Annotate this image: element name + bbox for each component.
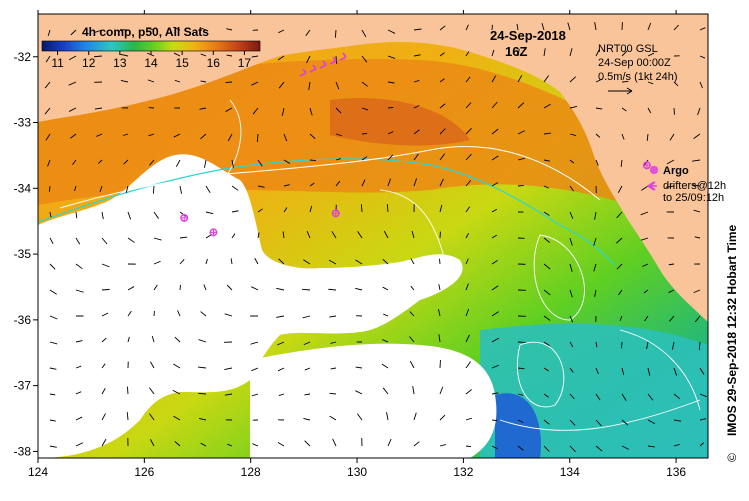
argo-legend-line1: drifters@12h — [663, 180, 726, 192]
current-product-name: NRT00 GSL — [598, 43, 658, 55]
colorbar-tick-label: 12 — [82, 56, 96, 70]
colorbar-gradient — [42, 41, 260, 51]
current-vector — [310, 160, 316, 161]
colorbar-tick-label: 17 — [238, 56, 252, 70]
lat-tick-label: -38 — [14, 444, 32, 458]
current-vector — [621, 342, 622, 348]
lat-tick-label: -32 — [14, 50, 32, 64]
lon-tick-label: 126 — [134, 465, 154, 479]
lat-tick-label: -34 — [14, 181, 32, 195]
colorbar-tick-label: 16 — [207, 56, 221, 70]
colorbar-tick-label: 14 — [144, 56, 158, 70]
current-vector — [127, 387, 128, 394]
current-vector — [153, 186, 154, 194]
date-title: 24-Sep-2018 — [490, 28, 566, 43]
lon-tick-label: 132 — [453, 465, 473, 479]
product-label: 4h comp, p50, All Sats — [82, 25, 209, 39]
lat-tick-label: -36 — [14, 313, 32, 327]
current-vector — [492, 420, 497, 421]
current-date: 24-Sep 00:00Z — [598, 57, 671, 69]
copyright-symbol: © — [725, 453, 739, 462]
lon-tick-label: 134 — [560, 465, 580, 479]
current-vector — [49, 186, 50, 192]
cloud-no-data-south — [250, 344, 496, 458]
current-vector — [335, 30, 336, 38]
argo-legend-icon — [650, 166, 658, 174]
time-title: 16Z — [505, 44, 527, 59]
credit-text: IMOS 29-Sep-2018 12:32 Hobart Time — [725, 224, 739, 436]
lat-tick-label: -37 — [14, 379, 32, 393]
colorbar-tick-label: 13 — [113, 56, 127, 70]
lat-tick-label: -33 — [14, 116, 32, 130]
current-vector — [518, 185, 524, 186]
lon-tick-label: 124 — [28, 465, 48, 479]
current-vector — [439, 259, 440, 264]
lon-tick-label: 130 — [347, 465, 367, 479]
current-vector — [362, 133, 367, 134]
argo-legend-title: Argo — [663, 165, 689, 177]
current-scale: 0.5m/s (1kt 24h) — [598, 71, 677, 83]
argo-legend-line2: to 25/09:12h — [663, 192, 724, 204]
lon-tick-label: 128 — [241, 465, 261, 479]
colorbar-tick-label: 15 — [175, 56, 189, 70]
lon-tick-label: 136 — [666, 465, 686, 479]
current-vector — [102, 289, 110, 290]
lat-tick-label: -35 — [14, 247, 32, 261]
current-vector — [388, 107, 393, 108]
colorbar-tick-label: 11 — [51, 56, 64, 70]
current-vector — [225, 82, 232, 83]
